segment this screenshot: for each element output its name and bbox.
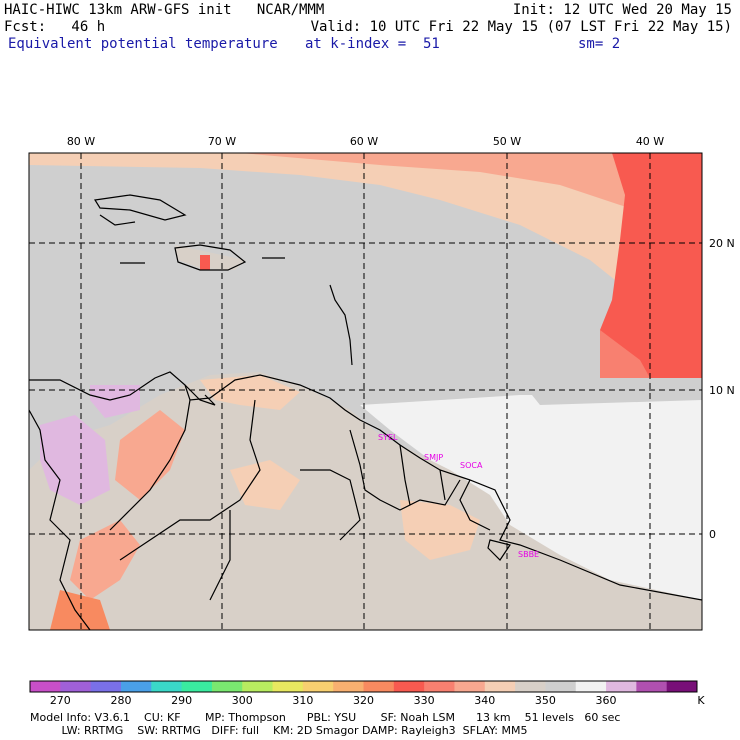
model-info-line-1: Model Info: V3.6.1 CU: KF MP: Thompson P… <box>30 711 621 724</box>
coastlines <box>28 194 703 631</box>
station-label: SOCA <box>460 461 483 470</box>
station-label: SBBE <box>518 550 539 559</box>
colorbar-tick-label: 270 <box>49 694 71 707</box>
graticule <box>29 153 702 630</box>
colorbar-swatch <box>515 681 546 692</box>
colorbar-tick-label: 290 <box>171 694 193 707</box>
colorbar-tick-label: 340 <box>474 694 496 707</box>
lat-label: 20 N <box>709 237 735 250</box>
lon-label: 40 W <box>636 135 664 148</box>
colorbar-tick-label: 300 <box>231 694 253 707</box>
colorbar-swatch <box>181 681 213 692</box>
colorbar-tick-label: 360 <box>595 694 617 707</box>
colorbar-swatch <box>363 681 395 692</box>
colorbar-swatch <box>151 681 183 692</box>
colorbar-swatch <box>272 681 304 692</box>
theta-e-field <box>29 153 702 630</box>
colorbar-outline <box>29 680 698 693</box>
station-label: SMJP <box>424 453 443 462</box>
colorbar-swatch <box>120 681 152 692</box>
colorbar-tick-label: 320 <box>353 694 374 707</box>
colorbar-swatch <box>545 681 577 692</box>
colorbar-tick-label: 330 <box>413 694 435 707</box>
colorbar-swatch <box>575 681 607 692</box>
valid-time: Valid: 10 UTC Fri 22 May 15 (07 LST Fri … <box>310 19 732 35</box>
colorbar-swatch <box>606 681 637 692</box>
colorbar-swatch <box>484 681 516 692</box>
lon-label: 70 W <box>208 135 236 148</box>
colorbar-swatch <box>393 681 425 692</box>
colorbar-swatch <box>424 681 455 692</box>
colorbar-tick-label: 310 <box>292 694 314 707</box>
lat-label: 10 N <box>709 384 735 397</box>
lat-label: 0 <box>709 528 716 541</box>
smoothing: sm= 2 <box>578 36 621 52</box>
colorbar-swatch <box>90 681 122 692</box>
colorbar-swatch <box>636 681 668 692</box>
colorbar-swatch <box>242 681 274 692</box>
colorbar-swatch <box>60 681 92 692</box>
colorbar-swatch <box>211 681 243 692</box>
lon-label: 80 W <box>67 135 95 148</box>
colorbar-swatch <box>333 681 364 692</box>
init-time: Init: 12 UTC Wed 20 May 15 <box>512 2 732 18</box>
colorbar-tick-label: 350 <box>534 694 556 707</box>
title-line-1: HAIC-HIWC 13km ARW-GFS init NCAR/MMM <box>4 2 325 18</box>
lon-label: 60 W <box>350 135 378 148</box>
k-index: at k-index = 51 <box>305 36 440 52</box>
lon-label: 50 W <box>493 135 521 148</box>
colorbar-swatch <box>30 681 61 692</box>
colorbar-unit: K <box>697 694 705 707</box>
station-label: SYEL <box>378 433 398 442</box>
colorbar-tick-label: 280 <box>110 694 132 707</box>
forecast-hour: Fcst: 46 h <box>4 19 106 35</box>
colorbar-swatch <box>666 681 698 692</box>
field-name: Equivalent potential temperature <box>8 36 278 52</box>
colorbar <box>29 680 698 693</box>
colorbar-swatch <box>302 681 334 692</box>
model-info-line-2: LW: RRTMG SW: RRTMG DIFF: full KM: 2D Sm… <box>30 724 528 737</box>
colorbar-swatch <box>454 681 486 692</box>
